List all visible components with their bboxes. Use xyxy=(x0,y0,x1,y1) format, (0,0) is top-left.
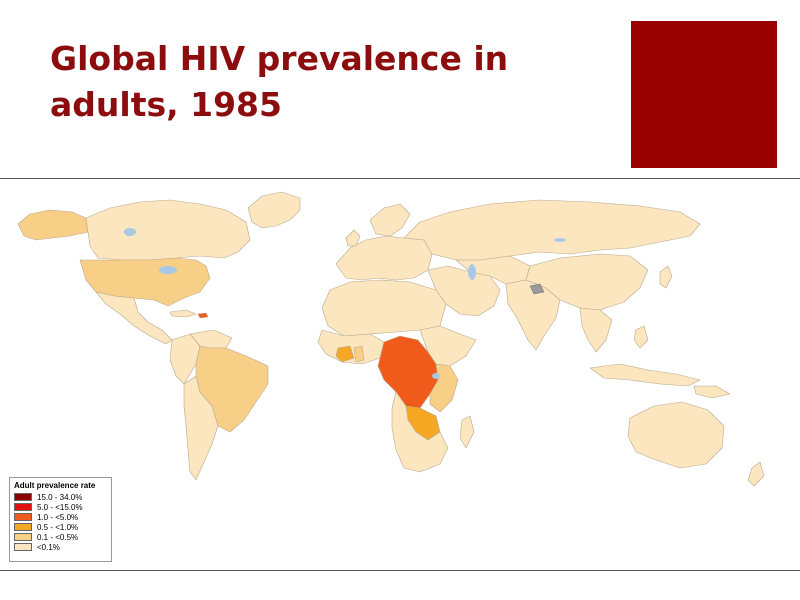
legend-item: 15.0 - 34.0% xyxy=(14,492,107,502)
bottom-divider xyxy=(0,570,800,571)
region-madagascar xyxy=(459,415,475,449)
region-australia xyxy=(627,401,725,469)
legend-item: 1.0 - <5.0% xyxy=(14,512,107,522)
legend-label: 5.0 - <15.0% xyxy=(37,502,83,512)
region-central-africa xyxy=(377,335,439,409)
region-west-africa xyxy=(317,329,385,365)
region-southeast-asia xyxy=(579,307,613,353)
region-uk xyxy=(345,229,361,247)
region-cote-divoire xyxy=(335,345,355,363)
legend-title: Adult prevalence rate xyxy=(14,481,96,490)
legend-swatch xyxy=(14,493,32,501)
region-europe xyxy=(335,235,433,281)
legend-item: 0.5 - <1.0% xyxy=(14,522,107,532)
legend-swatch xyxy=(14,543,32,551)
region-scandinavia xyxy=(369,203,411,237)
legend-item: 5.0 - <15.0% xyxy=(14,502,107,512)
region-new-zealand xyxy=(747,461,765,487)
region-canada xyxy=(85,199,251,261)
region-papua xyxy=(693,385,731,399)
region-ghana xyxy=(353,345,365,363)
legend-label: 0.5 - <1.0% xyxy=(37,522,79,532)
legend-item: 0.1 - <0.5% xyxy=(14,532,107,542)
legend-swatch xyxy=(14,533,32,541)
region-usa xyxy=(79,257,211,307)
legend-label: 1.0 - <5.0% xyxy=(37,512,79,522)
legend-label: 15.0 - 34.0% xyxy=(37,492,83,502)
legend-item: <0.1% xyxy=(14,542,107,552)
region-russia xyxy=(403,199,701,261)
region-east-asia xyxy=(525,253,649,311)
accent-block xyxy=(631,21,777,168)
region-caribbean xyxy=(169,309,197,318)
region-indonesia xyxy=(589,363,701,387)
region-japan xyxy=(659,265,673,289)
lake-victoria xyxy=(432,373,440,379)
region-haiti xyxy=(197,312,209,319)
world-map xyxy=(17,191,765,487)
lake-canada xyxy=(124,228,136,236)
legend-swatch xyxy=(14,523,32,531)
legend-label: 0.1 - <0.5% xyxy=(37,532,79,542)
lake-great-lakes xyxy=(159,266,177,274)
legend: Adult prevalence rate 15.0 - 34.0% 5.0 -… xyxy=(9,477,112,562)
region-kashmir xyxy=(529,283,545,295)
slide-title: Global HIV prevalence in adults, 1985 xyxy=(50,39,509,124)
region-north-africa xyxy=(321,279,447,337)
region-alaska xyxy=(17,209,89,241)
legend-label: <0.1% xyxy=(37,542,60,552)
legend-swatch xyxy=(14,503,32,511)
region-southern-africa xyxy=(391,391,449,473)
legend-swatch xyxy=(14,513,32,521)
lake-baikal xyxy=(554,238,566,242)
lake-caspian xyxy=(468,264,476,280)
region-southern-cone xyxy=(183,375,219,481)
region-philippines xyxy=(633,325,649,349)
region-greenland xyxy=(247,191,301,229)
region-east-africa xyxy=(429,363,459,413)
top-divider xyxy=(0,178,800,179)
